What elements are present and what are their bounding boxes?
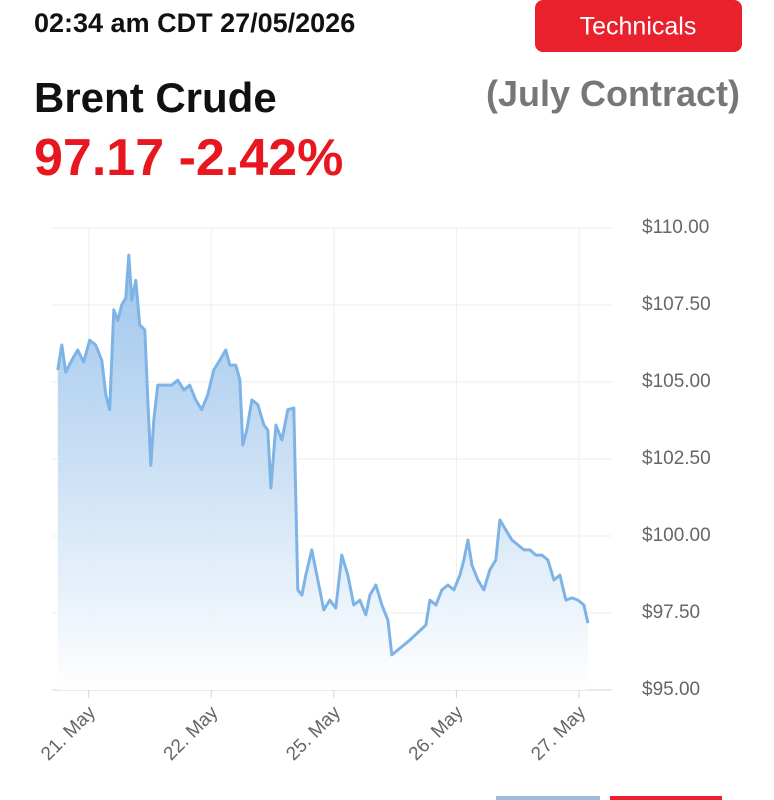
price-line: 97.17 -2.42% bbox=[34, 129, 343, 187]
timestamp: 02:34 am CDT 27/05/2026 bbox=[34, 8, 355, 38]
y-tick-label: $95.00 bbox=[642, 679, 700, 700]
y-tick-label: $107.50 bbox=[642, 294, 711, 315]
technicals-button[interactable] bbox=[535, 0, 742, 52]
x-tick-label: 22. May bbox=[160, 702, 223, 765]
y-tick-label: $105.00 bbox=[642, 371, 711, 392]
y-tick-label: $110.00 bbox=[642, 217, 709, 238]
tab-edge bbox=[610, 796, 722, 800]
x-tick-label: 21. May bbox=[37, 702, 100, 765]
x-tick-label: 26. May bbox=[405, 702, 468, 765]
x-tick-label: 27. May bbox=[527, 702, 590, 765]
x-tick-label: 25. May bbox=[282, 702, 345, 765]
area bbox=[57, 255, 588, 690]
contract: (July Contract) bbox=[486, 73, 740, 114]
instrument: Brent Crude bbox=[34, 74, 277, 121]
plot: $95.00 $97.50 $100.00 $102.50 $105.00 $107.50… bbox=[37, 217, 710, 765]
y-tick-label: $97.50 bbox=[642, 602, 700, 623]
price: 97.17 bbox=[34, 129, 164, 187]
y-tick-label: $100.00 bbox=[642, 525, 711, 546]
y-tick-label: $102.50 bbox=[642, 448, 711, 469]
tab-edge bbox=[496, 796, 600, 800]
line bbox=[56, 253, 590, 657]
button-label[interactable]: Technicals bbox=[580, 13, 697, 41]
change: -2.42% bbox=[179, 129, 344, 187]
